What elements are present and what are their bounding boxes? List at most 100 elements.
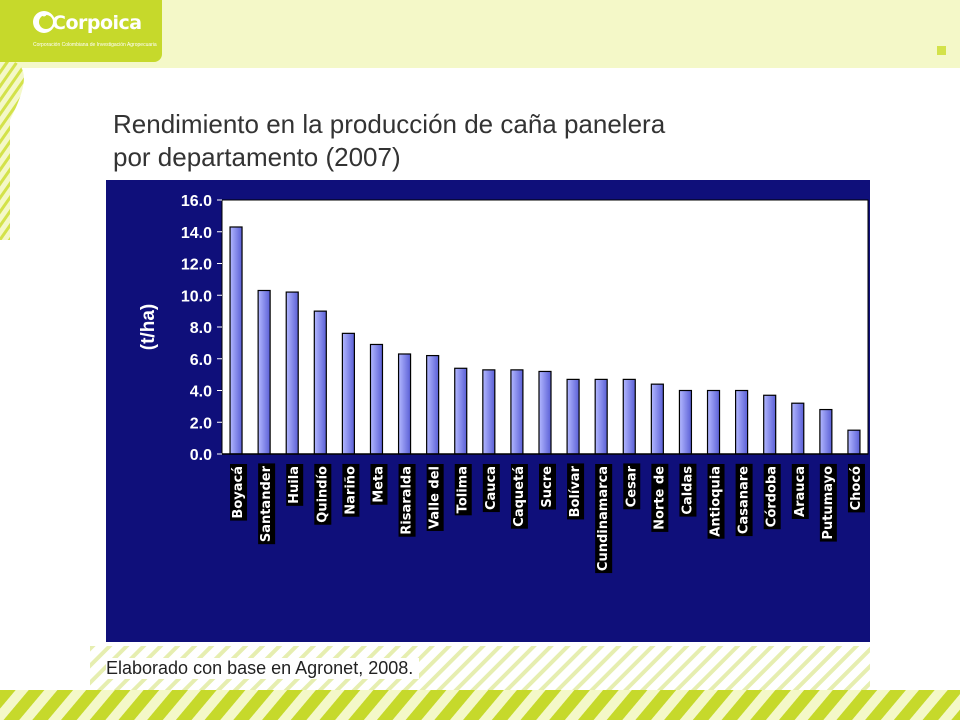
x-tick-label-backdrop bbox=[567, 463, 585, 520]
left-swoosh-decoration bbox=[0, 59, 24, 240]
x-tick-label-group: Nariño bbox=[342, 463, 360, 517]
x-tick-label: Chocó bbox=[849, 466, 864, 510]
x-tick-label-backdrop bbox=[651, 463, 669, 532]
x-tick-label-group: Valle del bbox=[426, 464, 444, 531]
x-tick-label-group: Antioquia bbox=[707, 464, 725, 539]
x-tick-label: Casanare bbox=[737, 466, 752, 534]
x-tick-label-backdrop bbox=[454, 464, 472, 516]
footer-hatch-decoration bbox=[0, 690, 960, 720]
x-tick-label-backdrop bbox=[510, 464, 528, 529]
y-tick-label: 14.0 bbox=[181, 225, 212, 242]
x-tick-label: Cauca bbox=[484, 466, 499, 510]
x-tick-label-group: Caquetá bbox=[510, 464, 528, 529]
corner-square-decoration bbox=[937, 46, 946, 55]
x-tick-label-group: Tolima bbox=[454, 464, 472, 516]
y-tick-label: 12.0 bbox=[181, 257, 212, 274]
x-tick-label: Arauca bbox=[793, 466, 808, 517]
x-tick-label: Tolima bbox=[456, 466, 471, 513]
x-tick-label-backdrop bbox=[230, 464, 248, 521]
bar bbox=[510, 369, 524, 455]
x-tick-label: Nariño bbox=[343, 466, 358, 515]
x-tick-label: Norte de bbox=[652, 466, 667, 530]
bar bbox=[566, 378, 580, 455]
footer-band bbox=[0, 690, 960, 720]
y-tick-label: 0.0 bbox=[190, 447, 212, 464]
bar bbox=[426, 354, 440, 455]
x-tick-label: Putumayo bbox=[821, 466, 836, 540]
caption-band: Elaborado con base en Agronet, 2008. bbox=[90, 646, 870, 690]
x-tick-label: Quindío bbox=[315, 466, 330, 523]
x-tick-label: Antioquia bbox=[709, 466, 724, 537]
x-tick-label-backdrop bbox=[314, 463, 332, 525]
x-tick-label-backdrop bbox=[482, 464, 500, 513]
bar bbox=[482, 369, 496, 455]
x-tick-label-backdrop bbox=[342, 463, 360, 517]
bar bbox=[763, 394, 777, 455]
x-tick-label-backdrop bbox=[791, 464, 809, 519]
corpoica-logo-icon bbox=[33, 11, 55, 33]
x-tick-label-group: Chocó bbox=[847, 463, 865, 513]
plot-area bbox=[221, 199, 869, 455]
bar bbox=[650, 383, 664, 455]
bar bbox=[678, 389, 693, 455]
x-tick-label-backdrop bbox=[398, 464, 416, 537]
x-tick-label: Huila bbox=[287, 466, 302, 504]
bar bbox=[706, 389, 721, 455]
x-tick-label-group: Meta bbox=[370, 464, 388, 505]
bar bbox=[791, 402, 805, 455]
x-tick-label-backdrop bbox=[595, 464, 613, 574]
bar bbox=[313, 310, 327, 455]
bar bbox=[594, 378, 608, 455]
x-tick-label: Bolívar bbox=[568, 465, 583, 517]
x-tick-label-group: Sucre bbox=[539, 463, 556, 510]
logo-tab: Corpoica Corporación Colombiana de Inves… bbox=[0, 0, 162, 62]
x-tick-label: Boyacá bbox=[231, 466, 246, 519]
bar bbox=[847, 429, 861, 455]
x-tick-label-group: Bolívar bbox=[567, 463, 585, 520]
x-tick-label-group: Caldas bbox=[679, 463, 697, 517]
y-tick-label: 2.0 bbox=[190, 415, 212, 432]
x-tick-label: Cundinamarca bbox=[596, 466, 611, 571]
bar bbox=[229, 226, 243, 455]
x-tick-label-group: Cauca bbox=[482, 464, 500, 513]
bar bbox=[341, 332, 355, 455]
x-tick-label-backdrop bbox=[763, 464, 781, 530]
x-tick-label: Risaralda bbox=[400, 466, 415, 535]
x-tick-label-backdrop bbox=[286, 464, 304, 506]
bar bbox=[735, 389, 749, 455]
x-tick-label: Cesar bbox=[624, 465, 639, 507]
x-tick-label-group: Boyacá bbox=[230, 464, 248, 521]
y-tick-label: 16.0 bbox=[181, 193, 212, 210]
y-axis-label: (t/ha) bbox=[138, 304, 159, 350]
bar-chart: 0.0 2.0 4.0 6.0 8.0 10.0 12.0 14.0 16.0 (t/ha) Boy… bbox=[138, 193, 869, 574]
x-tick-label: Santander bbox=[259, 465, 274, 542]
x-tick-label-backdrop bbox=[707, 464, 725, 539]
x-tick-label-backdrop bbox=[623, 463, 641, 510]
bar bbox=[819, 408, 833, 455]
bar bbox=[285, 291, 299, 455]
x-tick-label-backdrop bbox=[370, 464, 388, 505]
x-tick-label-group: Norte de bbox=[651, 463, 669, 532]
x-tick-label: Sucre bbox=[540, 466, 555, 508]
chart-frame: 0.0 2.0 4.0 6.0 8.0 10.0 12.0 14.0 16.0 (t/ha) Boy… bbox=[106, 180, 870, 642]
y-tick-label: 10.0 bbox=[181, 288, 212, 305]
x-tick-label-backdrop bbox=[258, 463, 276, 545]
x-tick-label: Caquetá bbox=[512, 466, 527, 527]
x-tick-label-group: Casanare bbox=[735, 463, 753, 537]
slide-title: Rendimiento en la producción de caña pan… bbox=[113, 109, 666, 172]
bar bbox=[369, 343, 384, 455]
bar bbox=[622, 378, 636, 455]
y-tick-label: 8.0 bbox=[190, 320, 212, 337]
bar bbox=[257, 289, 271, 455]
x-tick-label-group: Risaralda bbox=[398, 464, 416, 537]
x-tick-label-group: Santander bbox=[258, 463, 276, 545]
x-tick-label-group: Cundinamarca bbox=[595, 464, 613, 574]
x-tick-label-backdrop bbox=[819, 463, 837, 542]
x-tick-label-group: Córdoba bbox=[763, 464, 781, 530]
x-tick-label-group: Quindío bbox=[314, 463, 332, 525]
x-tick-label: Caldas bbox=[680, 466, 695, 515]
x-tick-label: Córdoba bbox=[765, 466, 780, 527]
x-tick-label-group: Arauca bbox=[791, 464, 809, 519]
bar bbox=[454, 367, 468, 455]
x-tick-label-backdrop bbox=[679, 463, 697, 517]
